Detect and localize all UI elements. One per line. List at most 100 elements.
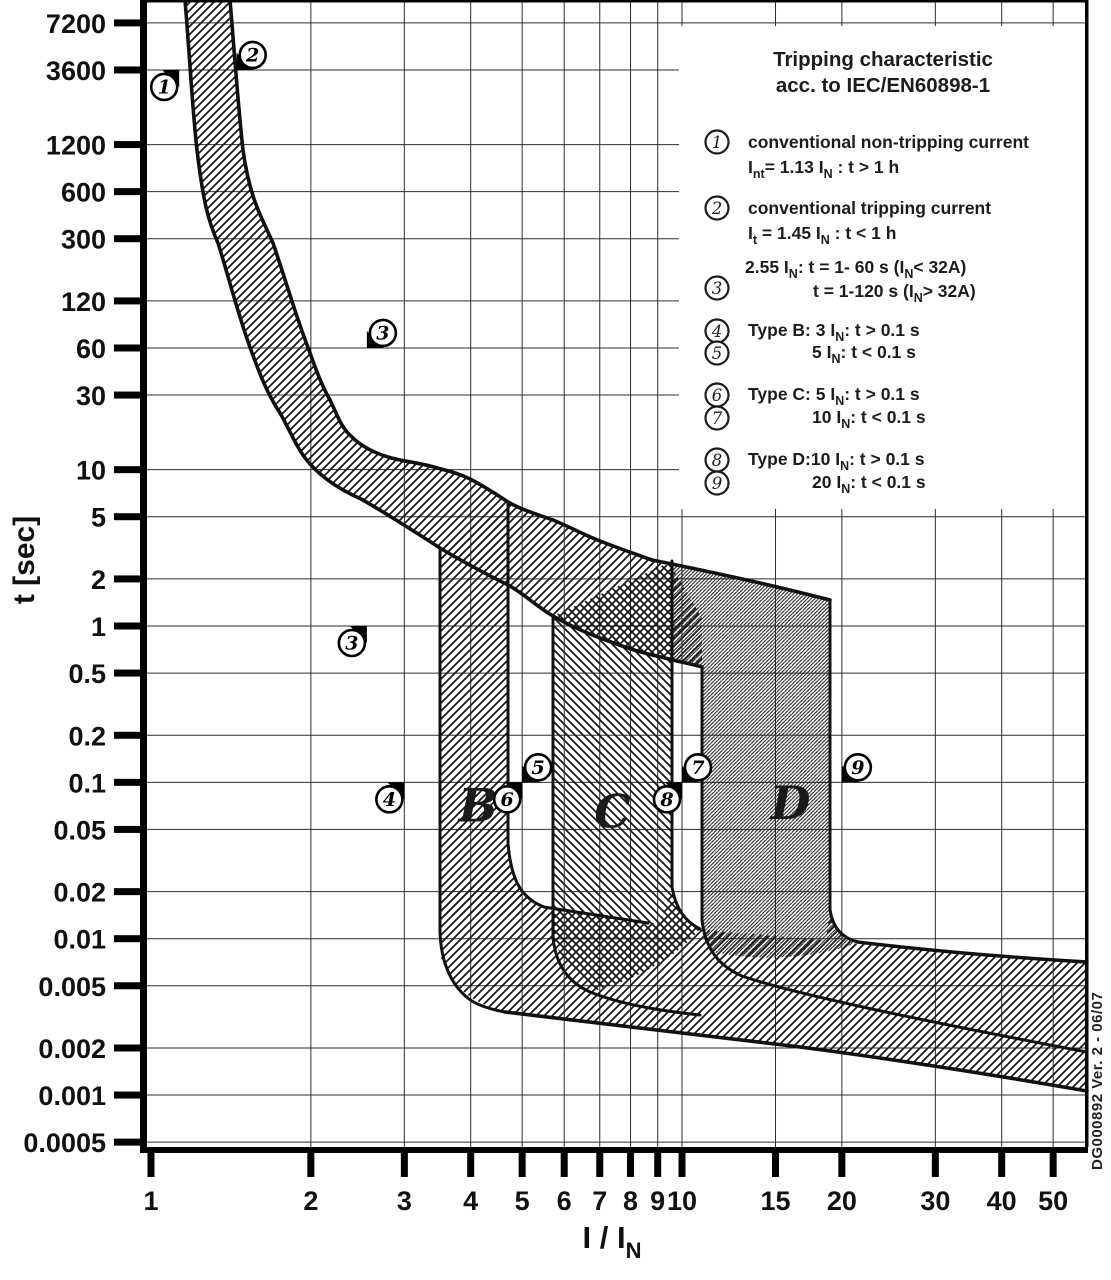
legend-item-text: Type C: 5 IN: t > 0.1 s (748, 384, 920, 408)
x-tick (560, 1153, 568, 1177)
marker-number: 4 (383, 789, 396, 811)
x-tick-label: 4 (463, 1186, 478, 1216)
curve-non-tripping (183, 0, 704, 669)
y-tick (114, 1044, 140, 1052)
y-tick (114, 622, 140, 630)
y-tick-label: 10 (76, 456, 106, 486)
marker-flag-9: 9 (841, 753, 873, 783)
curve-tripping (228, 0, 654, 562)
y-axis-title: t [sec] (8, 516, 41, 604)
y-tick (114, 1091, 140, 1099)
legend-item-number: 8 (712, 451, 723, 470)
y-tick-label: 120 (61, 287, 106, 317)
legend-item-number: 5 (712, 344, 723, 363)
x-tick-label: 50 (1038, 1186, 1068, 1216)
tick-labels: 7200360012006003001206030105210.50.20.10… (23, 9, 1068, 1216)
y-tick-label: 7200 (46, 9, 106, 39)
band-b-right-edge (506, 501, 650, 925)
axis-titles: t [sec] I / IN (8, 516, 641, 1263)
region-labels: B C D (457, 776, 811, 839)
marker-number: 3 (376, 322, 389, 344)
x-tick (400, 1153, 408, 1177)
x-tick (654, 1153, 662, 1177)
y-tick (114, 935, 140, 943)
y-tick (114, 235, 140, 243)
band-outlines (183, 0, 1089, 1093)
band-d-left-edge (700, 665, 1089, 1054)
x-tick (596, 1153, 604, 1177)
y-tick (114, 297, 140, 305)
legend-item-number: 7 (712, 409, 723, 428)
x-tick-label: 5 (515, 1186, 530, 1216)
legend-item-circle (704, 340, 730, 366)
band-b-left-edge (438, 546, 507, 1014)
legend-title-line: acc. to IEC/EN60898-1 (776, 74, 990, 97)
plot-top-border (140, 0, 1088, 3)
y-tick (114, 19, 140, 27)
legend-item-number: 6 (712, 386, 723, 405)
x-tick-label: 10 (667, 1186, 697, 1216)
legend-item-text: Type D:10 IN: t > 0.1 s (748, 449, 925, 473)
legend-item-7: 7 10 IN: t < 0.1 s (704, 405, 926, 431)
legend-item-text: conventional non-tripping current (748, 132, 1029, 152)
region-label-c: C (594, 785, 631, 839)
legend-item-text: Int= 1.13 IN : t > 1 h (748, 157, 899, 181)
axes-frame (114, 0, 1089, 1177)
legend-item-text: conventional tripping current (748, 198, 991, 218)
y-tick-label: 2 (91, 565, 106, 595)
x-tick-label: 20 (827, 1186, 857, 1216)
marker-number: 8 (659, 789, 673, 811)
marker-circle (652, 785, 682, 814)
instantaneous-band-top-edge (856, 940, 1089, 964)
legend-item-text: 20 IN: t < 0.1 s (812, 472, 926, 496)
y-tick-label: 0.5 (68, 659, 106, 689)
y-tick-label: 0.02 (53, 878, 106, 908)
y-tick-label: 0.001 (38, 1081, 106, 1111)
x-tick (518, 1153, 526, 1177)
region-label-b: B (457, 779, 498, 833)
instantaneous-trip-band (440, 843, 1087, 1091)
x-tick (627, 1153, 635, 1177)
x-tick-label: 2 (303, 1186, 318, 1216)
x-tick (931, 1153, 939, 1177)
marker-flag-5: 5 (522, 753, 553, 783)
marker-circle (238, 40, 267, 70)
marker-flag-3: 3 (366, 318, 398, 348)
marker-circle (375, 785, 404, 814)
marker-number: 5 (532, 757, 545, 779)
y-tick-label: 60 (76, 334, 106, 364)
marker-number: 2 (245, 44, 259, 66)
marker-number: 3 (345, 633, 358, 655)
legend-item-number: 9 (712, 474, 723, 493)
band-c-right-edge (670, 559, 702, 931)
instantaneous-band-bottom-edge (503, 1010, 1089, 1093)
y-tick-label: 300 (61, 225, 106, 255)
legend-item-circle (704, 195, 730, 221)
legend-item-circle (704, 405, 730, 431)
x-axis-title: I / IN (583, 1220, 642, 1263)
y-tick (114, 825, 140, 833)
legend-item-number: 3 (712, 279, 723, 298)
x-tick-label: 3 (397, 1186, 412, 1216)
y-tick (114, 731, 140, 739)
y-tick (114, 188, 140, 196)
x-tick-label: 1 (143, 1186, 158, 1216)
marker-circle (843, 753, 873, 782)
legend-item-number: 2 (711, 199, 723, 218)
legend-item-circle (704, 470, 730, 496)
y-tick-label: 3600 (46, 56, 106, 86)
x-tick (147, 1153, 155, 1177)
marker-circle (149, 72, 179, 102)
legend-item-2: 2 conventional tripping current It = 1.45 … (704, 195, 991, 247)
marker-circle (337, 628, 367, 658)
x-tick-label: 7 (592, 1186, 607, 1216)
y-tick (114, 669, 140, 677)
y-tick-label: 0.2 (68, 721, 106, 751)
legend-item-6: 6 Type C: 5 IN: t > 0.1 s (704, 382, 920, 408)
y-tick (114, 466, 140, 474)
marker-flag-4: 4 (375, 782, 405, 814)
marker-circle (368, 318, 398, 348)
